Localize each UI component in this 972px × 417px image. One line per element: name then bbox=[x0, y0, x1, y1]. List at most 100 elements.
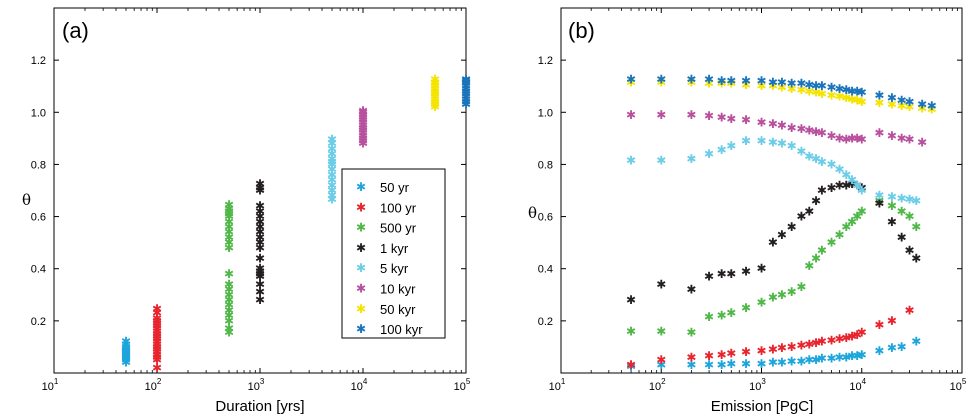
data-point: ✱ bbox=[887, 314, 897, 328]
data-point: ✱ bbox=[461, 77, 471, 91]
data-point: ✱ bbox=[787, 354, 797, 368]
data-point: ✱ bbox=[768, 236, 778, 250]
x-tick-label: 105 bbox=[950, 377, 967, 393]
data-point: ✱ bbox=[121, 356, 131, 370]
data-point: ✱ bbox=[461, 79, 471, 93]
data-point: ✱ bbox=[255, 251, 265, 265]
data-point: ✱ bbox=[726, 267, 736, 281]
y-tick-label: 1.0 bbox=[538, 107, 553, 119]
data-point: ✱ bbox=[224, 230, 234, 244]
data-point: ✱ bbox=[897, 204, 907, 218]
data-point: ✱ bbox=[358, 121, 368, 135]
data-point: ✱ bbox=[726, 306, 736, 320]
data-point: ✱ bbox=[224, 293, 234, 307]
data-point: ✱ bbox=[911, 194, 921, 208]
data-point: ✱ bbox=[777, 356, 787, 370]
data-point: ✱ bbox=[255, 241, 265, 255]
data-point: ✱ bbox=[827, 129, 837, 143]
data-point: ✱ bbox=[777, 118, 787, 132]
data-point: ✱ bbox=[817, 243, 827, 257]
data-point: ✱ bbox=[686, 283, 696, 297]
data-point: ✱ bbox=[255, 285, 265, 299]
data-point: ✱ bbox=[430, 100, 440, 114]
data-point: ✱ bbox=[717, 309, 727, 323]
data-point: ✱ bbox=[121, 345, 131, 359]
data-point: ✱ bbox=[874, 194, 884, 208]
data-point: ✱ bbox=[887, 199, 897, 213]
data-point: ✱ bbox=[152, 343, 162, 357]
data-point: ✱ bbox=[847, 349, 857, 363]
x-tick-label: 101 bbox=[42, 377, 59, 393]
data-point: ✱ bbox=[756, 357, 766, 371]
data-point: ✱ bbox=[152, 302, 162, 316]
data-point: ✱ bbox=[152, 335, 162, 349]
data-point: ✱ bbox=[811, 152, 821, 166]
data-point: ✱ bbox=[852, 94, 862, 108]
data-point: ✱ bbox=[841, 331, 851, 345]
legend-label: 500 yr bbox=[380, 221, 417, 236]
data-point: ✱ bbox=[811, 353, 821, 367]
data-point: ✱ bbox=[817, 87, 827, 101]
data-point: ✱ bbox=[327, 189, 337, 203]
data-point: ✱ bbox=[358, 108, 368, 122]
data-point: ✱ bbox=[152, 337, 162, 351]
data-point: ✱ bbox=[897, 230, 907, 244]
data-point: ✱ bbox=[834, 163, 844, 177]
data-point: ✱ bbox=[255, 267, 265, 281]
data-point: ✱ bbox=[887, 215, 897, 229]
data-point: ✱ bbox=[811, 251, 821, 265]
data-point: ✱ bbox=[358, 137, 368, 151]
data-point: ✱ bbox=[804, 150, 814, 164]
data-point: ✱ bbox=[756, 116, 766, 130]
data-point: ✱ bbox=[847, 173, 857, 187]
legend-marker: ✱ bbox=[356, 180, 366, 194]
data-point: ✱ bbox=[787, 220, 797, 234]
data-point: ✱ bbox=[255, 277, 265, 291]
y-tick-label: 1.0 bbox=[31, 107, 46, 119]
data-point: ✱ bbox=[905, 100, 915, 114]
data-point: ✱ bbox=[224, 220, 234, 234]
data-point: ✱ bbox=[768, 75, 778, 89]
legend-marker: ✱ bbox=[356, 241, 366, 255]
data-point: ✱ bbox=[852, 178, 862, 192]
data-point: ✱ bbox=[726, 77, 736, 91]
data-point: ✱ bbox=[841, 220, 851, 234]
data-point: ✱ bbox=[768, 343, 778, 357]
data-point: ✱ bbox=[817, 352, 827, 366]
data-point: ✱ bbox=[224, 298, 234, 312]
data-point: ✱ bbox=[704, 349, 714, 363]
data-point: ✱ bbox=[897, 191, 907, 205]
data-point: ✱ bbox=[847, 131, 857, 145]
data-point: ✱ bbox=[827, 236, 837, 250]
data-point: ✱ bbox=[224, 207, 234, 221]
data-point: ✱ bbox=[255, 215, 265, 229]
data-point: ✱ bbox=[224, 210, 234, 224]
data-point: ✱ bbox=[224, 309, 234, 323]
data-point: ✱ bbox=[857, 181, 867, 195]
data-point: ✱ bbox=[874, 197, 884, 211]
data-point: ✱ bbox=[461, 87, 471, 101]
data-point: ✱ bbox=[224, 198, 234, 212]
y-tick-label: 1.2 bbox=[31, 55, 46, 67]
data-point: ✱ bbox=[911, 251, 921, 265]
data-point: ✱ bbox=[430, 90, 440, 104]
x-tick-label: 104 bbox=[351, 377, 368, 393]
data-point: ✱ bbox=[656, 73, 666, 87]
data-point: ✱ bbox=[897, 131, 907, 145]
data-point: ✱ bbox=[152, 348, 162, 362]
data-point: ✱ bbox=[121, 337, 131, 351]
data-point: ✱ bbox=[847, 330, 857, 344]
data-point: ✱ bbox=[817, 79, 827, 93]
data-point: ✱ bbox=[796, 83, 806, 97]
data-point: ✱ bbox=[887, 341, 897, 355]
data-point: ✱ bbox=[796, 210, 806, 224]
ticks-b: 101 102 103 104 105 0.2 0.4 0.6 0.8 1.0 1.2 bbox=[538, 8, 967, 393]
data-point: ✱ bbox=[704, 77, 714, 91]
data-point: ✱ bbox=[796, 144, 806, 158]
data-point: ✱ bbox=[152, 324, 162, 338]
data-point: ✱ bbox=[327, 193, 337, 207]
legend-marker: ✱ bbox=[356, 282, 366, 296]
data-point: ✱ bbox=[461, 97, 471, 111]
data-point: ✱ bbox=[255, 264, 265, 278]
data-point: ✱ bbox=[905, 193, 915, 207]
